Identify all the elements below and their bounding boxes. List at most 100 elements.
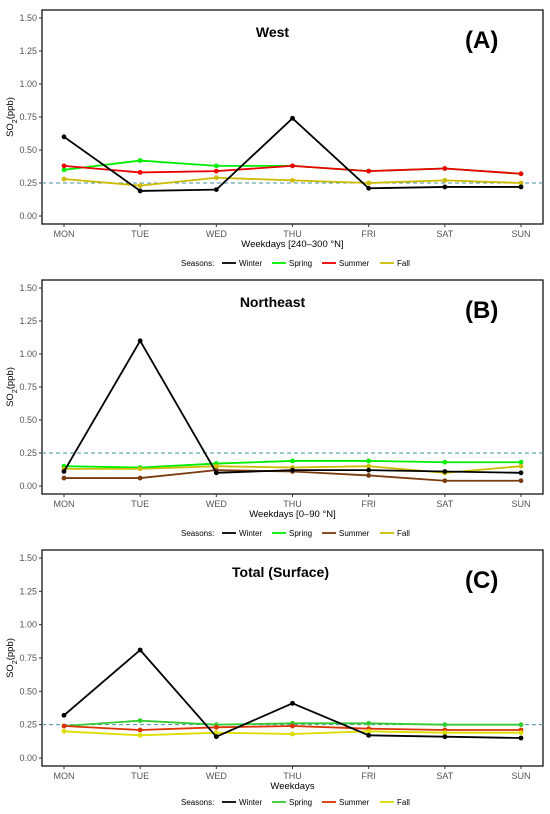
data-point-summer (137, 727, 143, 733)
data-point-spring (61, 167, 67, 173)
data-point-summer (442, 166, 448, 171)
y-tick-label: 0.25 (19, 720, 37, 730)
y-tick-label: 0.25 (19, 448, 37, 458)
data-point-winter (366, 185, 372, 191)
data-point-fall (518, 180, 524, 186)
legend-item-fall: Fall (397, 798, 410, 807)
data-point-winter (442, 184, 448, 190)
legend: Seasons: Winter Spring Summer Fall (181, 798, 410, 807)
data-point-winter (137, 188, 143, 194)
data-point-fall (137, 466, 143, 472)
data-point-spring (442, 459, 448, 465)
panel-label: (C) (465, 567, 498, 594)
x-tick-label: WED (206, 771, 227, 781)
legend-item-fall: Fall (397, 259, 410, 268)
y-axis-label: SO2(ppb) (5, 367, 19, 407)
data-point-winter (137, 647, 143, 653)
x-tick-label: THU (283, 771, 302, 781)
y-tick-label: 0.75 (19, 112, 37, 122)
chart-panel-3: 0.00 0.25 0.50 0.75 1.00 1.25 1.50 MON TUE WED THU… (5, 549, 544, 807)
data-point-summer (518, 171, 524, 177)
data-point-winter (213, 470, 219, 476)
data-point-spring (137, 718, 143, 724)
data-point-summer (137, 170, 143, 175)
legend: Seasons: Winter Spring Summer Fall (181, 529, 410, 538)
legend-title: Seasons: (181, 798, 214, 807)
y-tick-label: 1.50 (19, 283, 37, 293)
data-point-winter (213, 734, 219, 740)
legend-item-spring: Spring (289, 529, 312, 538)
x-tick-label: MON (54, 499, 75, 509)
data-point-summer (61, 163, 67, 169)
y-tick-label: 0.00 (19, 753, 37, 763)
x-tick-label: THU (283, 499, 302, 509)
x-tick-label: TUE (131, 771, 149, 781)
data-point-winter (290, 700, 295, 706)
y-tick-label: 0.75 (19, 653, 37, 663)
data-point-fall (366, 728, 372, 734)
x-tick-label: SUN (511, 499, 530, 509)
x-tick-label: WED (206, 229, 227, 239)
data-point-winter (290, 467, 295, 473)
panel-label: (B) (465, 297, 498, 324)
legend: Seasons: Winter Spring Summer Fall (181, 259, 410, 268)
chart-panel-1: 0.00 0.25 0.50 0.75 1.00 1.25 1.50 MON TUE WED THU… (5, 9, 544, 268)
data-point-spring (213, 163, 219, 169)
data-point-fall (290, 731, 295, 737)
x-tick-label: SAT (436, 499, 453, 509)
data-point-summer (213, 724, 219, 730)
x-axis-label: Weekdays [0–90 °N] (249, 509, 336, 520)
y-tick-label: 0.50 (19, 145, 37, 155)
data-point-winter (290, 115, 295, 121)
data-point-fall (213, 463, 219, 469)
legend-item-winter: Winter (239, 259, 262, 268)
data-point-fall (213, 175, 219, 181)
legend-title: Seasons: (181, 259, 214, 268)
x-tick-label: SAT (436, 229, 453, 239)
legend-item-summer: Summer (339, 259, 370, 268)
y-tick-label: 0.25 (19, 178, 37, 188)
x-tick-label: FRI (361, 229, 376, 239)
data-point-spring (518, 459, 524, 465)
legend-item-summer: Summer (339, 798, 370, 807)
data-point-fall (213, 730, 219, 736)
x-tick-label: THU (283, 229, 302, 239)
legend-item-fall: Fall (397, 529, 410, 538)
data-point-winter (442, 469, 448, 474)
x-axis-label: Weekdays [240–300 °N] (241, 239, 343, 250)
data-point-winter (137, 338, 143, 344)
plot-frame (41, 279, 544, 495)
data-point-winter (518, 470, 524, 476)
data-point-spring (366, 720, 372, 726)
y-tick-label: 0.00 (19, 211, 37, 221)
data-point-fall (137, 732, 143, 738)
x-tick-label: TUE (131, 499, 149, 509)
legend-item-spring: Spring (289, 259, 312, 268)
y-axis-label: SO2(ppb) (5, 638, 19, 678)
data-point-fall (61, 176, 67, 182)
x-tick-label: FRI (361, 499, 376, 509)
data-point-fall (290, 177, 295, 183)
data-point-fall (518, 463, 524, 469)
data-point-winter (61, 469, 67, 474)
data-point-spring (137, 158, 143, 163)
panel-label: (A) (465, 27, 498, 54)
data-point-summer (442, 478, 448, 484)
y-tick-label: 1.00 (19, 620, 37, 630)
data-point-winter (213, 187, 219, 193)
x-tick-label: SUN (511, 771, 530, 781)
data-point-summer (366, 168, 372, 174)
data-point-fall (366, 180, 372, 186)
data-point-winter (518, 184, 524, 190)
y-tick-label: 0.50 (19, 415, 37, 425)
legend-item-winter: Winter (239, 798, 262, 807)
data-point-summer (290, 723, 295, 729)
data-point-winter (366, 467, 372, 473)
data-point-winter (518, 735, 524, 741)
y-tick-label: 0.75 (19, 382, 37, 392)
panel-title: West (256, 24, 290, 40)
legend-item-summer: Summer (339, 529, 370, 538)
data-point-spring (442, 722, 448, 728)
panel-title: Northeast (240, 294, 306, 310)
